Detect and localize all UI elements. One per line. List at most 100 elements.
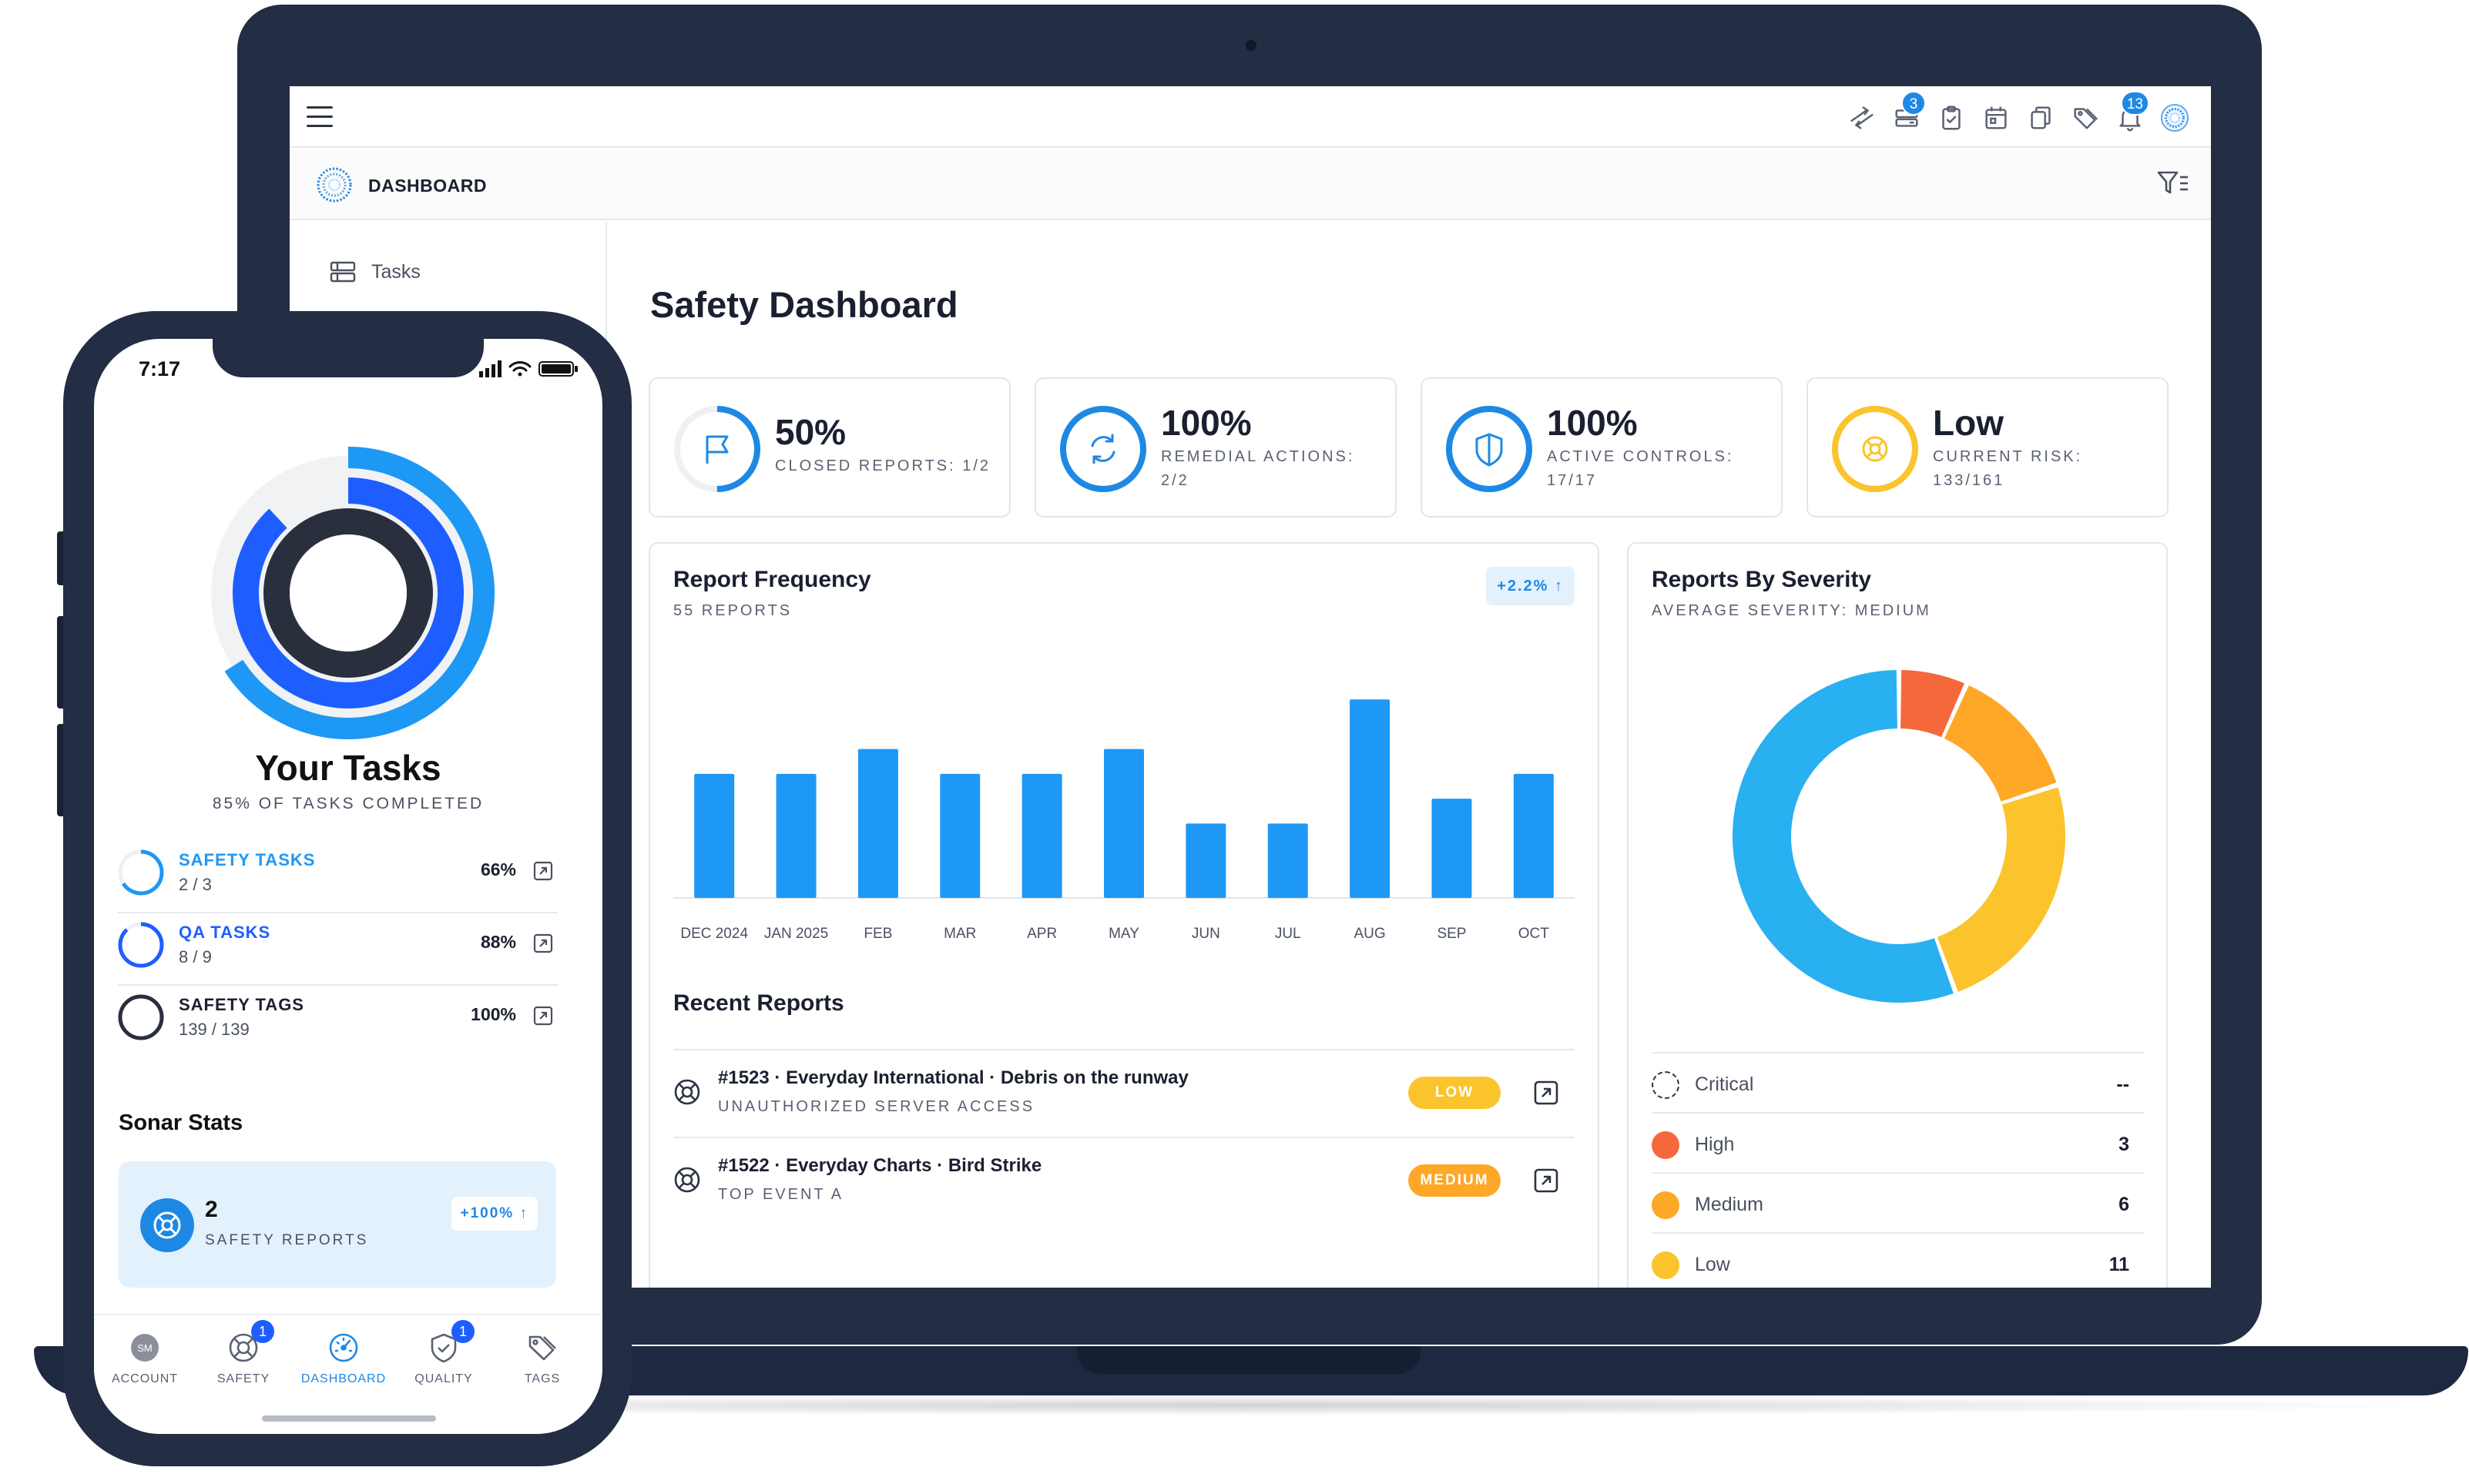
x-tick-label: JAN 2025 <box>764 926 828 942</box>
severity-badge: LOW <box>1408 1077 1501 1109</box>
donut-slice-unrated[interactable] <box>1733 670 1954 1003</box>
bar-aug[interactable] <box>1350 699 1390 898</box>
battery-icon <box>538 361 578 377</box>
donut-slice-medium[interactable] <box>1944 685 2057 802</box>
stat-card-active-controls[interactable]: 100% ACTIVE CONTROLS: 17/17 <box>1421 377 1783 518</box>
tags-icon[interactable] <box>2071 103 2100 132</box>
tab-tags[interactable]: TAGS <box>491 1331 593 1386</box>
refresh-icon <box>1091 434 1115 464</box>
x-tick-label: APR <box>1027 926 1057 942</box>
bar-jan-2025[interactable] <box>776 773 817 898</box>
report-row[interactable]: #1523 · Everyday International · Debris … <box>673 1049 1575 1137</box>
bar-mar[interactable] <box>940 773 981 898</box>
menu-icon[interactable] <box>307 106 333 128</box>
task-count: 139 / 139 <box>179 1020 250 1039</box>
stat-value: 50% <box>775 412 847 452</box>
dashboard-main: Safety Dashboard 50% CLOSED REPORTS: 1/2… <box>609 222 2211 1288</box>
bottom-tab-bar: SM ACCOUNT 1 SAFETY DASHBOARD 1 QUALITY <box>94 1314 602 1434</box>
bar-apr[interactable] <box>1021 773 1062 898</box>
bar-feb[interactable] <box>857 749 898 898</box>
tab-badge: 1 <box>251 1320 274 1343</box>
lifebuoy-icon <box>140 1198 194 1252</box>
bar-sep[interactable] <box>1431 799 1472 898</box>
stat-card-current-risk[interactable]: Low CURRENT RISK: 133/161 <box>1806 377 2169 518</box>
task-percent: 66% <box>480 859 516 879</box>
bar-jul[interactable] <box>1267 823 1308 898</box>
x-tick-label: JUL <box>1275 926 1301 942</box>
lifebuoy-icon <box>674 1079 700 1105</box>
phone-side-button <box>57 616 65 709</box>
severity-donut-chart <box>1733 670 2065 1003</box>
open-external-icon[interactable] <box>533 861 553 881</box>
bar-jun[interactable] <box>1186 823 1226 898</box>
open-external-icon[interactable] <box>1533 1167 1559 1194</box>
signal-icon <box>479 360 502 377</box>
sonar-stat-card[interactable]: 2 SAFETY REPORTS +100% ↑ <box>119 1161 556 1288</box>
tab-safety[interactable]: 1 SAFETY <box>193 1320 294 1386</box>
rings-center <box>290 534 407 652</box>
trend-pill[interactable]: +2.2% ↑ <box>1486 567 1575 605</box>
report-row[interactable]: #1522 · Everyday Charts · Bird Strike TO… <box>673 1137 1575 1224</box>
task-row-safety-tags[interactable]: SAFETY TAGS 139 / 139 100% <box>117 984 558 1057</box>
legend-row-low: Low 11 <box>1652 1232 2145 1288</box>
tab-quality[interactable]: 1 QUALITY <box>393 1320 495 1386</box>
bar-oct[interactable] <box>1513 773 1554 898</box>
arrow-up-icon: ↑ <box>1555 578 1564 595</box>
home-indicator <box>262 1415 436 1422</box>
page-title: Safety Dashboard <box>650 284 958 325</box>
bar-may[interactable] <box>1104 749 1144 898</box>
card-subtitle: AVERAGE SEVERITY: MEDIUM <box>1652 602 1931 619</box>
top-navbar: 3 13 <box>290 86 2211 148</box>
donut-slice-low[interactable] <box>1937 787 2065 992</box>
stat-label: REMEDIAL ACTIONS: 2/2 <box>1161 448 1355 489</box>
tags-icon <box>525 1331 559 1365</box>
tasks-ring-chart <box>211 447 495 739</box>
sonar-trend-value: +100% <box>460 1205 515 1221</box>
lifebuoy-icon <box>674 1167 700 1193</box>
open-external-icon[interactable] <box>533 1006 553 1026</box>
tasks-subtitle: 85% OF TASKS COMPLETED <box>212 795 485 812</box>
open-external-icon[interactable] <box>1533 1080 1559 1106</box>
x-tick-label: AUG <box>1354 926 1385 942</box>
task-percent: 100% <box>471 1004 516 1024</box>
bar-dec-2024[interactable] <box>694 773 735 898</box>
card-subtitle: 55 REPORTS <box>673 602 793 619</box>
legend-row-medium: Medium 6 <box>1652 1172 2145 1232</box>
reports-by-severity-card: Reports By Severity AVERAGE SEVERITY: ME… <box>1627 542 2168 1288</box>
stat-label: ACTIVE CONTROLS: 17/17 <box>1547 448 1734 489</box>
stat-card-remedial-actions[interactable]: 100% REMEDIAL ACTIONS: 2/2 <box>1035 377 1397 518</box>
copy-icon[interactable] <box>2026 103 2055 132</box>
report-title[interactable]: #1523 · Everyday International · Debris … <box>718 1067 1189 1088</box>
top-icon-group: 3 13 <box>1847 91 2189 136</box>
calendar-icon[interactable] <box>1981 103 2011 132</box>
profile-avatar-icon[interactable] <box>2160 103 2189 132</box>
task-row-safety-tasks[interactable]: SAFETY TASKS 2 / 3 66% <box>117 839 558 912</box>
x-tick-label: SEP <box>1437 926 1466 942</box>
stack-icon[interactable]: 3 <box>1892 91 1926 132</box>
swap-icon[interactable] <box>1847 103 1877 132</box>
sidebar-item-tasks[interactable]: Tasks <box>330 260 421 283</box>
bell-icon[interactable]: 13 <box>2115 91 2149 132</box>
x-tick-label: MAY <box>1109 926 1139 942</box>
x-tick-label: DEC 2024 <box>680 926 748 942</box>
legend-row-critical: Critical -- <box>1652 1052 2145 1112</box>
tab-dashboard[interactable]: DASHBOARD <box>293 1331 394 1386</box>
status-time: 7:17 <box>139 357 181 380</box>
recent-reports-title: Recent Reports <box>673 990 844 1016</box>
stat-value: Low <box>1933 403 2004 443</box>
stat-progress-ring <box>1060 406 1146 492</box>
tab-account[interactable]: SM ACCOUNT <box>94 1331 196 1386</box>
clipboard-icon[interactable] <box>1937 103 1966 132</box>
filter-icon[interactable] <box>2157 169 2189 197</box>
donut-slice-high[interactable] <box>1900 670 1964 738</box>
stat-card-closed-reports[interactable]: 50% CLOSED REPORTS: 1/2 <box>649 377 1011 518</box>
gauge-icon <box>327 1331 361 1365</box>
tab-label: TAGS <box>524 1372 561 1385</box>
report-title[interactable]: #1522 · Everyday Charts · Bird Strike <box>718 1155 1042 1176</box>
report-frequency-card: Report Frequency 55 REPORTS +2.2% ↑ DEC … <box>649 542 1599 1288</box>
open-external-icon[interactable] <box>533 933 553 953</box>
task-row-qa-tasks[interactable]: QA TASKS 8 / 9 88% <box>117 912 558 984</box>
task-count: 8 / 9 <box>179 947 212 966</box>
phone-side-button <box>57 724 65 816</box>
stat-value: 100% <box>1547 403 1638 443</box>
